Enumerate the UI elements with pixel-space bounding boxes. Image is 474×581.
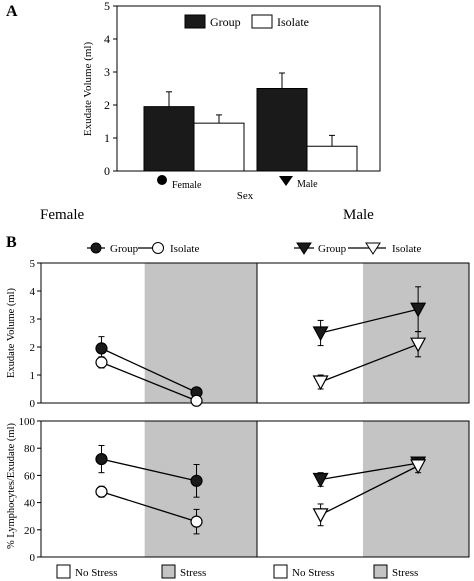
point-group-no-stress [312,472,329,488]
point-isolate-no-stress [95,356,108,369]
no-stress-swatch-left [56,564,71,579]
bar-chart-xlabel: Sex [237,190,254,202]
bar-ytick-label: 5 [104,0,110,13]
legend-group-label: Group [210,15,241,29]
line-ytick-label: 3 [30,314,36,326]
below-label-female: Female [40,207,84,223]
top-panels-ylabel: Exudate Volume (ml) [6,287,17,378]
point-group-no-stress [312,326,329,342]
series-line-isolate [320,465,419,516]
legend-isolate-label: Isolate [277,15,309,29]
bar-isolate-male [306,145,358,172]
series-line-group [320,308,419,334]
point-group-no-stress [95,342,108,355]
line-ytick-label: 60 [24,470,36,482]
point-isolate-stress [410,459,427,475]
panel-label-a: A [6,3,18,20]
point-isolate-stress [190,394,203,407]
bar-chart-ylabel: Exudate Volume (ml) [82,42,94,137]
panel-label-b: B [6,234,17,251]
legend-male-isolate-marker-icon [365,242,381,255]
stress-label-left: Stress [180,567,206,579]
line-ytick-label: 5 [30,258,36,270]
point-isolate-no-stress [95,485,108,498]
bar-ytick-label: 3 [104,65,110,79]
female-marker-icon [157,175,167,185]
line-panel-frame [256,420,470,558]
line-ytick-label: 0 [30,552,36,564]
line-ytick-label: 1 [30,370,36,382]
male-marker-label: Male [297,179,318,190]
bar-ytick-label: 4 [104,32,110,46]
bottom-panels-ylabel: % Lymphocytes/Exudate (ml) [6,423,17,549]
stress-label-right: Stress [392,567,418,579]
stress-shaded-region [363,421,469,557]
series-line-group [101,347,197,393]
bar-chart-marks [143,72,358,172]
bar-ytick-label: 1 [104,131,110,145]
legend-male-isolate-label: Isolate [392,243,421,255]
legend-male-group-label: Group [318,243,347,255]
below-label-male: Male [343,207,374,223]
stress-shaded-region [144,263,257,403]
female-marker-label: Female [172,180,202,191]
point-group-no-stress [95,452,108,466]
point-group-stress [410,302,427,318]
legend-female-isolate-marker-icon [152,242,164,254]
line-ytick-label: 0 [30,398,36,410]
point-group-stress [190,474,203,487]
no-stress-label-left: No Stress [75,567,117,579]
legend-female-isolate-label: Isolate [170,243,199,255]
no-stress-label-right: No Stress [292,567,334,579]
line-ytick-label: 80 [24,443,36,455]
legend-group-swatch [184,14,206,29]
bar-group-male [256,88,308,172]
point-isolate-no-stress [312,375,329,391]
point-isolate-stress [410,337,427,353]
legend-female-group-marker-icon [90,242,102,254]
line-ytick-label: 4 [30,286,36,298]
line-panels: 0 1 2 3 4 5 0 20 40 60 80 100 [19,258,470,564]
bar-ytick-label: 2 [104,98,110,112]
line-ytick-label: 2 [30,342,36,354]
legend-isolate-swatch [251,14,273,29]
series-line-group [320,462,419,481]
series-line-isolate [320,343,419,383]
series-line-isolate [101,361,197,402]
stress-shaded-region [144,421,257,557]
point-isolate-stress [190,515,203,528]
legend-female-group-label: Group [110,243,139,255]
bar-group-female [143,106,195,172]
series-line-isolate [101,491,197,523]
stress-shaded-region [363,263,469,403]
stress-swatch-right [373,564,388,579]
line-panel-frame [256,262,470,404]
bar-chart-axes: 0 1 2 3 4 5 [104,0,381,178]
line-ytick-label: 40 [24,498,36,510]
line-ytick-label: 100 [19,416,36,428]
no-stress-swatch-right [273,564,288,579]
legend-male-group-marker-icon [296,242,312,255]
stress-swatch-left [161,564,176,579]
point-isolate-no-stress [312,508,329,524]
bar-isolate-female [193,122,245,172]
series-line-group [101,458,197,482]
bar-ytick-label: 0 [104,164,110,178]
line-ytick-label: 20 [24,525,36,537]
male-marker-icon [279,176,293,186]
bar-plot-frame [116,5,381,172]
